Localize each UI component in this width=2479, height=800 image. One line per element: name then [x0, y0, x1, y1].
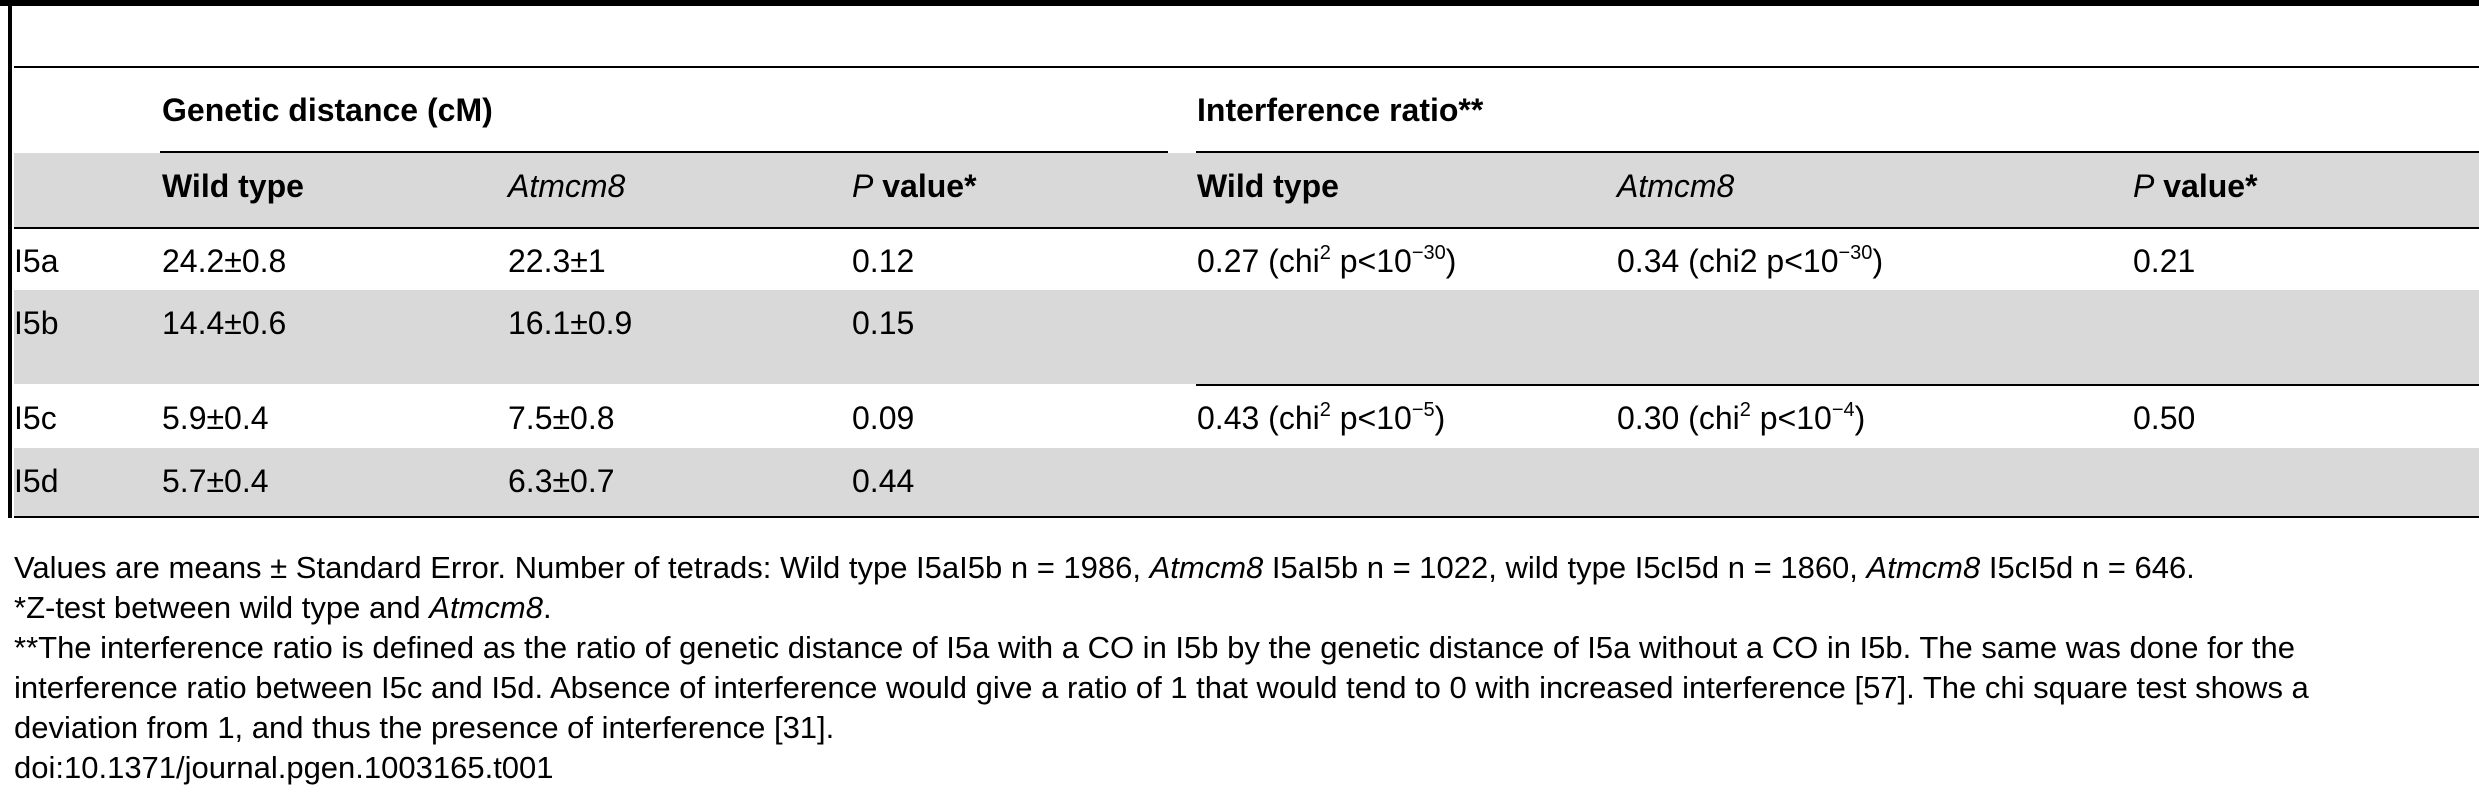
header-shade	[14, 153, 2479, 227]
footnote-interference-3: deviation from 1, and thus the presence …	[14, 710, 835, 745]
row-i5c-gd-p-value: 0.09	[852, 400, 915, 436]
superscript: 2	[1739, 399, 1751, 421]
row-i5b-gd-p-value: 0.15	[852, 305, 915, 341]
row-i5c-ir-p-value: 0.50	[2133, 400, 2196, 436]
exponent: −30	[1838, 242, 1873, 264]
row-i5d-gd-wild-type: 5.7±0.4	[162, 463, 269, 499]
row-i5d-gd-p-value: 0.44	[852, 463, 915, 499]
col-header-gd-p-value: P value*	[852, 166, 977, 206]
p-value-label: value*	[2154, 168, 2258, 204]
footnote-interference-2: interference ratio between I5c and I5d. …	[14, 670, 2309, 705]
row-i5a-gd-wild-type: 24.2±0.8	[162, 243, 287, 279]
row-i5a-ir-p-value: 0.21	[2133, 243, 2196, 279]
value-text: 0.30 (chi	[1617, 400, 1740, 436]
footnote-italic: Atmcm8	[1149, 550, 1264, 585]
exponent: −4	[1831, 399, 1855, 421]
exponent: −30	[1411, 242, 1446, 264]
row-i5a-label: I5a	[14, 243, 59, 279]
genetic-distance-underline	[160, 151, 1168, 153]
row-i5c-gd-atmcm8: 7.5±0.8	[508, 400, 615, 436]
footnote-text: I5aI5b n = 1022, wild type I5cI5d n = 18…	[1263, 550, 1867, 585]
row-i5b-label: I5b	[14, 305, 59, 341]
col-header-gd-atmcm8: Atmcm8	[508, 168, 626, 204]
row-i5d-label: I5d	[14, 463, 59, 499]
exponent: −5	[1411, 399, 1435, 421]
p-symbol: P	[2133, 168, 2155, 204]
genetic-distance-header: Genetic distance (cM)	[162, 92, 493, 128]
row-i5c-label: I5c	[14, 400, 57, 436]
table-bottom-rule	[14, 516, 2479, 518]
row-i5d-shade	[14, 448, 2479, 516]
footnote-values: Values are means ± Standard Error. Numbe…	[14, 548, 2195, 588]
superscript: 2	[1319, 399, 1331, 421]
footnote-text: *Z-test between wild type and	[14, 590, 430, 625]
row-i5a-gd-atmcm8: 22.3±1	[508, 243, 606, 279]
interference-underline	[1196, 151, 2479, 153]
superscript: 2	[1319, 242, 1331, 264]
top-border	[0, 0, 2479, 6]
p-symbol: P	[852, 168, 874, 204]
row-i5d-gd-atmcm8: 6.3±0.7	[508, 463, 615, 499]
row-i5c-gd-wild-type: 5.9±0.4	[162, 400, 269, 436]
p-value-label: value*	[873, 168, 977, 204]
row-i5b-gd-atmcm8: 16.1±0.9	[508, 305, 633, 341]
value-text: )	[1445, 243, 1457, 279]
header-bottom-rule	[14, 227, 2479, 229]
footnote-text: .	[542, 590, 552, 625]
value-text: 0.34 (chi2 p<10	[1617, 243, 1839, 279]
row-i5c-ir-atmcm8: 0.30 (chi2 p<10−4)	[1617, 398, 1865, 438]
value-text: 0.27 (chi	[1197, 243, 1320, 279]
value-text: )	[1434, 400, 1446, 436]
value-text: )	[1854, 400, 1866, 436]
row-i5a-ir-atmcm8: 0.34 (chi2 p<10−30)	[1617, 241, 1883, 281]
row-i5b-shade	[14, 290, 2479, 384]
row-i5c-ir-wild-type: 0.43 (chi2 p<10−5)	[1197, 398, 1445, 438]
interference-ratio-header: Interference ratio**	[1197, 92, 1484, 128]
doi-link[interactable]: doi:10.1371/journal.pgen.1003165.t001	[14, 750, 554, 785]
footnote-text: I5cI5d n = 646.	[1980, 550, 2195, 585]
row-i5b-gd-wild-type: 14.4±0.6	[162, 305, 287, 341]
row-i5a-ir-wild-type: 0.27 (chi2 p<10−30)	[1197, 241, 1456, 281]
footnote-italic: Atmcm8	[1866, 550, 1981, 585]
value-text: p<10	[1330, 243, 1412, 279]
left-border	[8, 0, 12, 518]
value-text: 0.43 (chi	[1197, 400, 1320, 436]
row-i5a-gd-p-value: 0.12	[852, 243, 915, 279]
col-header-ir-atmcm8: Atmcm8	[1617, 168, 1735, 204]
footnote-text: Values are means ± Standard Error. Numbe…	[14, 550, 1150, 585]
col-header-ir-wild-type: Wild type	[1197, 168, 1339, 204]
footnote-italic: Atmcm8	[429, 590, 543, 625]
value-text: )	[1872, 243, 1884, 279]
footnote-z-test: *Z-test between wild type and Atmcm8.	[14, 588, 552, 628]
value-text: p<10	[1750, 400, 1832, 436]
col-header-ir-p-value: P value*	[2133, 166, 2258, 206]
header-top-rule	[14, 66, 2479, 68]
footnote-interference-1: **The interference ratio is defined as t…	[14, 630, 2295, 665]
value-text: p<10	[1330, 400, 1412, 436]
col-header-gd-wild-type: Wild type	[162, 168, 304, 204]
interference-separator-rule	[1196, 384, 2479, 386]
